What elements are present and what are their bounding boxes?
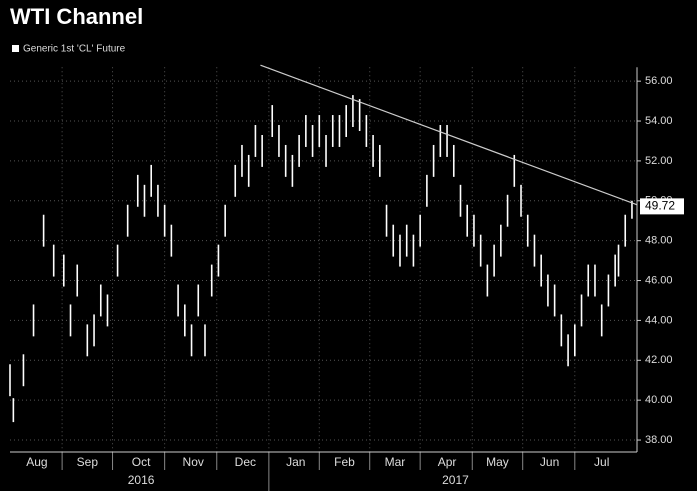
x-tick-label: Feb	[334, 455, 355, 469]
y-tick-label: 52.00	[645, 155, 673, 167]
x-tick-label: Jan	[286, 455, 305, 469]
y-tick-label: 42.00	[645, 354, 673, 366]
legend-label: Generic 1st 'CL' Future	[23, 44, 126, 55]
y-tick-label: 46.00	[645, 274, 673, 286]
year-label: 2016	[128, 473, 155, 487]
x-tick-label: Jun	[540, 455, 559, 469]
y-tick-label: 38.00	[645, 434, 673, 446]
y-tick-label: 54.00	[645, 115, 673, 127]
x-tick-label: Jul	[594, 455, 609, 469]
x-tick-label: Nov	[183, 455, 204, 469]
last-price-box	[640, 198, 684, 215]
legend-swatch	[12, 45, 19, 52]
x-tick-label: Apr	[438, 455, 457, 469]
x-tick-label: May	[486, 455, 509, 469]
y-tick-label: 48.00	[645, 235, 673, 247]
trendline	[260, 64, 638, 206]
x-tick-label: Mar	[385, 455, 406, 469]
year-label: 2017	[442, 473, 469, 487]
x-tick-label: Aug	[26, 455, 47, 469]
y-tick-label: 40.00	[645, 394, 673, 406]
x-tick-label: Dec	[235, 455, 256, 469]
x-tick-label: Oct	[132, 455, 151, 469]
y-tick-label: 44.00	[645, 314, 673, 326]
chart-title: WTI Channel	[10, 4, 143, 29]
x-tick-label: Sep	[77, 455, 99, 469]
y-tick-label: 56.00	[645, 75, 673, 87]
last-price-label: 49.72	[645, 199, 675, 213]
